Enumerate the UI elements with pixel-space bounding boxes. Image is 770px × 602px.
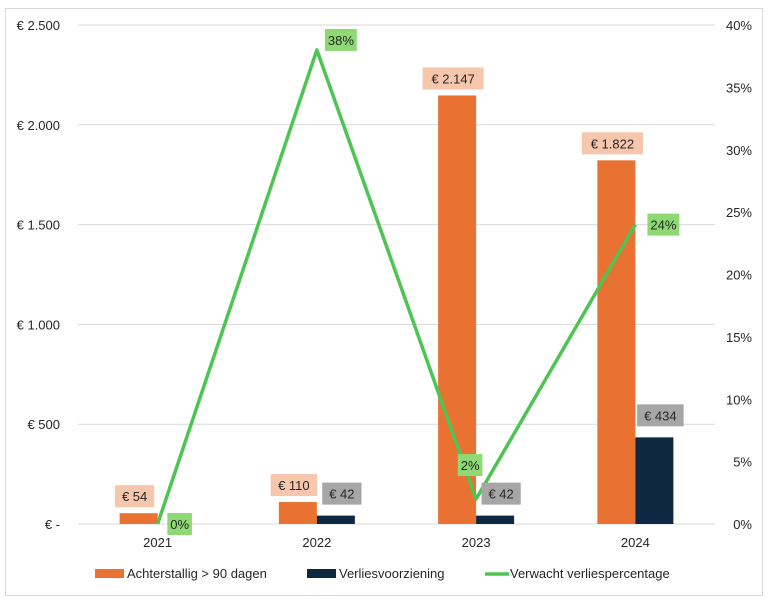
legend-item: Verliesvoorziening xyxy=(307,566,445,581)
legend-label: Verwacht verliespercentage xyxy=(510,566,670,581)
right-axis-ticks: 0% 5% 10% 15% 20% 25% 30% 35% 40% xyxy=(726,18,752,532)
label-achterstallig-bg xyxy=(270,474,318,497)
label-achterstallig: € 1.822 xyxy=(581,132,643,155)
bar-achterstallig xyxy=(119,513,158,524)
left-axis-ticks: € - € 500 € 1.000 € 1.500 € 2.000 € 2.500 xyxy=(17,18,60,532)
line-series xyxy=(155,48,637,525)
label-verliesvoorziening-bg xyxy=(637,404,684,427)
label-achterstallig-bg xyxy=(581,132,643,155)
label-verliespercentage: 38% xyxy=(324,28,357,51)
legend-label: Achterstallig > 90 dagen xyxy=(127,566,267,581)
label-verliespercentage: 0% xyxy=(167,513,192,535)
y2-tick-label: 10% xyxy=(726,392,752,407)
label-achterstallig-bg xyxy=(115,485,155,508)
label-verliespercentage-text: 38% xyxy=(328,33,354,48)
x-tick-label: 2022 xyxy=(302,535,331,550)
label-verliesvoorziening: € 42 xyxy=(322,482,362,505)
y-tick-label: € 1.500 xyxy=(17,218,60,233)
bar-achterstallig xyxy=(597,160,636,524)
label-achterstallig-bg xyxy=(422,67,484,90)
legend-swatch xyxy=(307,569,336,578)
legend-swatch xyxy=(95,569,124,578)
label-verliespercentage-text: 2% xyxy=(461,458,480,473)
y2-tick-label: 5% xyxy=(733,455,752,470)
label-achterstallig: € 2.147 xyxy=(422,67,484,90)
bar-achterstallig xyxy=(278,502,317,524)
label-verliesvoorziening: € 42 xyxy=(481,482,521,505)
y2-tick-label: 0% xyxy=(733,517,752,532)
label-achterstallig-text: € 54 xyxy=(122,489,147,504)
y-tick-label: € 500 xyxy=(27,417,60,432)
y-tick-label: € - xyxy=(45,517,60,532)
y-tick-label: € 2.500 xyxy=(17,18,60,33)
legend-item: Achterstallig > 90 dagen xyxy=(95,566,267,581)
label-verliesvoorziening-text: € 434 xyxy=(644,408,677,423)
bar-verliesvoorziening xyxy=(635,437,674,524)
label-achterstallig: € 110 xyxy=(270,474,318,497)
legend: Achterstallig > 90 dagen Verliesvoorzieni… xyxy=(95,566,670,581)
label-verliespercentage: 24% xyxy=(647,213,680,236)
label-verliespercentage: 2% xyxy=(457,454,483,477)
bars xyxy=(119,95,674,524)
data-labels: € 54 € 110 € 2.147 € 1.822 € 42 € 42 € 434 0% 38… xyxy=(115,28,684,535)
bar-verliesvoorziening xyxy=(316,515,355,524)
label-verliesvoorziening-text: € 42 xyxy=(329,487,354,502)
y2-tick-label: 40% xyxy=(726,18,752,33)
x-tick-label: 2024 xyxy=(621,535,650,550)
label-verliesvoorziening-bg xyxy=(322,482,362,505)
label-verliespercentage-text: 24% xyxy=(650,218,676,233)
label-verliesvoorziening-bg xyxy=(481,482,521,505)
y2-tick-label: 30% xyxy=(726,143,752,158)
y2-tick-label: 20% xyxy=(726,268,752,283)
label-verliespercentage-bg xyxy=(457,454,483,477)
label-achterstallig-text: € 110 xyxy=(278,478,310,493)
label-achterstallig-text: € 1.822 xyxy=(591,136,634,151)
line-verwacht-verliespercentage xyxy=(155,48,637,525)
y2-tick-label: 35% xyxy=(726,80,752,95)
y2-tick-label: 25% xyxy=(726,205,752,220)
legend-label: Verliesvoorziening xyxy=(339,566,445,581)
y-tick-label: € 1.000 xyxy=(17,317,60,332)
label-verliespercentage-bg xyxy=(647,213,680,236)
bar-achterstallig xyxy=(438,95,477,524)
x-tick-label: 2021 xyxy=(143,535,172,550)
legend-item: Verwacht verliespercentage xyxy=(485,566,670,581)
y2-tick-label: 15% xyxy=(726,330,752,345)
bar-verliesvoorziening xyxy=(476,515,515,524)
label-verliespercentage-text: 0% xyxy=(170,517,189,532)
y-tick-label: € 2.000 xyxy=(17,118,60,133)
label-verliespercentage-bg xyxy=(324,28,357,51)
label-verliesvoorziening-text: € 42 xyxy=(488,487,513,502)
x-axis-ticks: 2021 2022 2023 2024 xyxy=(143,535,650,550)
x-tick-label: 2023 xyxy=(462,535,491,550)
label-achterstallig: € 54 xyxy=(115,485,155,508)
label-verliesvoorziening: € 434 xyxy=(637,404,684,427)
label-verliespercentage-bg xyxy=(167,513,192,535)
label-achterstallig-text: € 2.147 xyxy=(431,71,474,86)
